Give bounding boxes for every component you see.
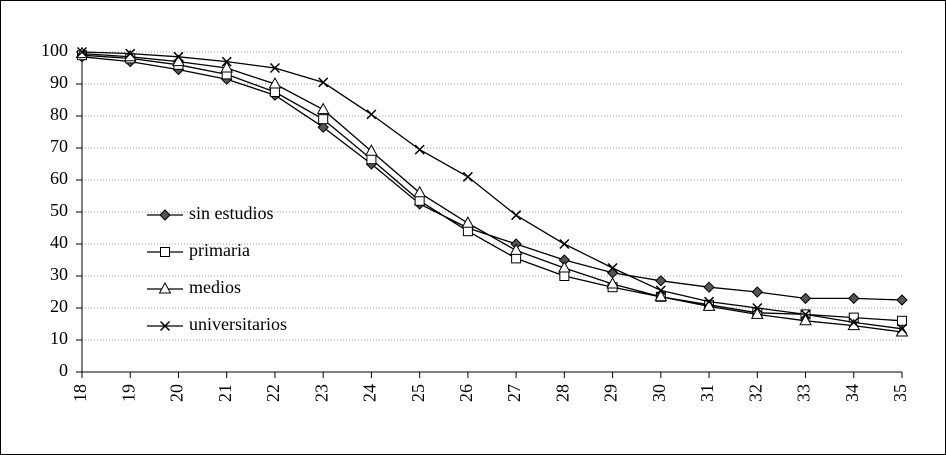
point xyxy=(221,56,232,67)
point xyxy=(317,121,329,133)
legend-label: sin estudios xyxy=(189,203,274,223)
point xyxy=(799,313,812,326)
point xyxy=(76,46,88,58)
point xyxy=(607,262,618,274)
y-tick-label: 70 xyxy=(50,136,68,156)
point xyxy=(365,144,378,156)
point xyxy=(800,309,811,320)
legend-label: medios xyxy=(189,277,241,297)
point xyxy=(268,76,282,89)
y-tick-label: 20 xyxy=(50,296,68,316)
point xyxy=(655,285,666,296)
point xyxy=(366,154,377,165)
point xyxy=(509,243,523,255)
point xyxy=(318,77,329,88)
point xyxy=(173,51,184,62)
y-tick-label: 100 xyxy=(41,40,68,60)
point xyxy=(511,253,522,264)
y-tick-label: 60 xyxy=(50,168,68,188)
legend-label: universitarios xyxy=(189,314,287,334)
point xyxy=(752,302,763,314)
y-tick-label: 40 xyxy=(50,232,68,252)
legend-marker xyxy=(158,281,172,294)
point xyxy=(414,144,425,155)
point xyxy=(704,296,715,307)
legend-marker xyxy=(160,247,170,257)
x-tick-label: 26 xyxy=(456,384,476,402)
point xyxy=(125,48,136,59)
point xyxy=(703,281,715,293)
point xyxy=(848,317,859,328)
point xyxy=(655,275,667,287)
x-tick-label: 28 xyxy=(552,384,572,402)
x-tick-label: 22 xyxy=(263,384,283,402)
point xyxy=(606,276,619,289)
series-line xyxy=(81,54,903,322)
x-tick-label: 19 xyxy=(118,384,138,402)
point xyxy=(559,271,570,281)
y-tick-label: 10 xyxy=(50,328,68,348)
point xyxy=(654,289,668,302)
x-tick-label: 27 xyxy=(504,384,524,402)
point xyxy=(511,210,522,221)
series-line xyxy=(81,52,903,333)
x-tick-label: 25 xyxy=(408,384,428,402)
point xyxy=(559,238,570,250)
point xyxy=(461,216,475,228)
series-line xyxy=(81,56,903,301)
legend-label: primaria xyxy=(189,240,250,260)
point xyxy=(220,60,234,73)
point xyxy=(316,102,330,115)
y-tick-label: 50 xyxy=(50,200,68,220)
point xyxy=(848,292,860,305)
point xyxy=(414,195,425,206)
point xyxy=(269,87,280,97)
point xyxy=(897,315,907,326)
point xyxy=(269,62,280,74)
point xyxy=(462,171,473,182)
point xyxy=(413,185,426,198)
y-tick-label: 90 xyxy=(50,72,68,92)
point xyxy=(318,114,329,125)
x-tick-label: 23 xyxy=(311,384,331,402)
legend-marker xyxy=(159,209,171,221)
x-tick-label: 31 xyxy=(697,384,717,402)
x-tick-label: 24 xyxy=(360,384,380,402)
y-tick-label: 80 xyxy=(50,104,68,124)
x-tick-label: 34 xyxy=(842,384,862,402)
x-tick-label: 33 xyxy=(794,384,814,402)
point xyxy=(896,323,908,334)
x-tick-label: 32 xyxy=(745,384,765,402)
x-tick-label: 18 xyxy=(70,384,90,402)
point xyxy=(750,307,764,319)
x-tick-label: 35 xyxy=(890,384,910,402)
y-tick-label: 0 xyxy=(59,360,68,380)
legend-marker xyxy=(159,320,171,332)
point xyxy=(462,226,473,237)
point xyxy=(558,260,571,273)
point xyxy=(799,292,812,305)
x-tick-label: 20 xyxy=(167,384,187,402)
point xyxy=(896,294,908,306)
x-tick-label: 30 xyxy=(649,384,669,402)
series-line xyxy=(81,51,903,330)
point xyxy=(751,286,764,298)
point xyxy=(366,109,377,120)
x-tick-label: 29 xyxy=(601,384,621,402)
y-tick-label: 30 xyxy=(50,264,68,284)
x-tick-label: 21 xyxy=(215,384,235,402)
